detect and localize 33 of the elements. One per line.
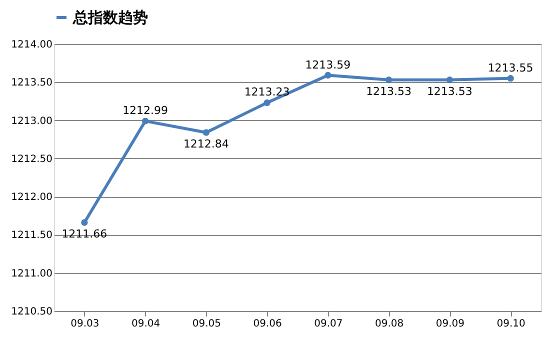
data-label: 1213.53	[366, 84, 412, 98]
y-tick-label: 1210.50	[11, 306, 52, 318]
y-tick-label: 1211.00	[11, 268, 52, 280]
y-tick-label: 1214.00	[11, 40, 52, 50]
data-label: 1213.23	[244, 86, 290, 99]
x-tick-label: 09.05	[192, 318, 222, 330]
y-tick-label: 1211.50	[11, 230, 52, 242]
x-tick-label: 09.07	[314, 318, 343, 330]
data-label: 1211.66	[62, 228, 108, 241]
y-tick-label: 1212.00	[11, 192, 52, 204]
point	[446, 76, 454, 84]
y-tick-label: 1213.50	[11, 78, 52, 89]
x-tick-label: 09.04	[131, 318, 160, 330]
data-label: 1213.55	[488, 61, 534, 74]
y-tick-label: 1212.50	[11, 154, 52, 165]
x-tick-label: 09.09	[436, 318, 465, 330]
x-tick-label: 09.08	[374, 318, 404, 330]
point	[324, 72, 332, 79]
data-label: 1212.84	[183, 137, 229, 150]
point	[264, 99, 270, 106]
data-label: 1213.59	[305, 58, 351, 72]
point	[81, 219, 88, 226]
y-tick-label: 1213.00	[11, 116, 52, 127]
point	[202, 129, 210, 136]
legend-label: 总指数趋势	[72, 8, 148, 26]
point	[142, 118, 149, 124]
point	[385, 76, 392, 84]
x-tick-label: 09.06	[253, 318, 282, 330]
x-tick-label: 09.03	[70, 318, 100, 330]
point	[507, 74, 514, 82]
x-tick-label: 09.10	[496, 318, 526, 330]
data-label: 1212.99	[122, 104, 168, 118]
data-label: 1213.53	[426, 84, 472, 98]
